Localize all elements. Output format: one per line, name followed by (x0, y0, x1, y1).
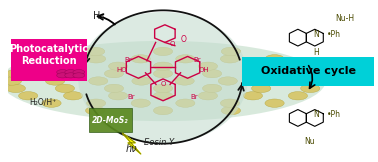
Circle shape (64, 62, 83, 70)
Circle shape (57, 70, 68, 75)
Ellipse shape (78, 12, 248, 144)
Circle shape (221, 47, 240, 56)
Circle shape (265, 55, 284, 63)
Circle shape (301, 69, 320, 78)
Circle shape (221, 106, 240, 115)
Text: Nu-H: Nu-H (336, 14, 355, 23)
Circle shape (261, 77, 280, 85)
Circle shape (203, 69, 222, 78)
Text: hν: hν (126, 144, 138, 154)
FancyBboxPatch shape (11, 39, 87, 81)
FancyBboxPatch shape (89, 108, 132, 132)
Text: N: N (314, 110, 319, 119)
Text: Br: Br (125, 57, 132, 63)
Text: Br: Br (194, 57, 201, 63)
Circle shape (45, 77, 65, 85)
Text: OH: OH (199, 67, 209, 73)
Circle shape (220, 55, 240, 63)
Circle shape (42, 99, 61, 107)
Circle shape (85, 106, 105, 115)
Circle shape (252, 69, 271, 78)
Circle shape (203, 84, 222, 93)
Circle shape (87, 99, 106, 107)
Circle shape (243, 62, 263, 70)
Circle shape (2, 77, 22, 85)
Text: Photocatalytic
Reduction: Photocatalytic Reduction (9, 44, 88, 66)
Text: Br: Br (191, 94, 198, 100)
Text: Oxidative cycle: Oxidative cycle (260, 66, 356, 76)
Text: Eosin Y: Eosin Y (144, 138, 174, 147)
Circle shape (220, 99, 240, 107)
Text: 2D-MoS₂: 2D-MoS₂ (92, 116, 129, 125)
Circle shape (176, 55, 195, 63)
Circle shape (288, 62, 307, 70)
Circle shape (87, 55, 106, 63)
Circle shape (288, 92, 307, 100)
Circle shape (153, 106, 173, 115)
Circle shape (198, 62, 218, 70)
Circle shape (89, 77, 108, 85)
Circle shape (301, 84, 320, 93)
Circle shape (176, 99, 195, 107)
FancyBboxPatch shape (242, 57, 373, 86)
Text: Nu: Nu (304, 137, 315, 146)
Circle shape (104, 69, 124, 78)
Polygon shape (122, 133, 141, 154)
Circle shape (265, 99, 284, 107)
Circle shape (131, 55, 150, 63)
Circle shape (252, 84, 271, 93)
Text: Br: Br (128, 94, 135, 100)
Circle shape (55, 69, 74, 78)
Circle shape (19, 92, 38, 100)
Circle shape (175, 77, 194, 85)
Circle shape (305, 77, 324, 85)
Circle shape (108, 92, 128, 100)
Text: •Ph: •Ph (327, 110, 341, 119)
Circle shape (19, 62, 38, 70)
Circle shape (65, 73, 77, 78)
Circle shape (153, 84, 173, 93)
Ellipse shape (0, 41, 325, 121)
Circle shape (85, 47, 105, 56)
Circle shape (65, 70, 77, 75)
Text: O: O (160, 81, 166, 87)
Circle shape (153, 92, 173, 100)
Text: HO: HO (117, 67, 127, 73)
Circle shape (218, 77, 237, 85)
Circle shape (243, 92, 263, 100)
Circle shape (132, 77, 151, 85)
Circle shape (57, 73, 68, 78)
Circle shape (104, 84, 124, 93)
Circle shape (64, 92, 83, 100)
Text: N: N (314, 30, 319, 39)
Text: H₂O/H⁺: H₂O/H⁺ (29, 97, 57, 106)
Circle shape (73, 73, 85, 78)
Circle shape (153, 47, 173, 56)
Text: H: H (314, 48, 319, 57)
Circle shape (6, 69, 25, 78)
Circle shape (73, 70, 85, 75)
Circle shape (55, 84, 74, 93)
Text: O: O (180, 35, 186, 44)
Circle shape (153, 69, 173, 78)
Circle shape (153, 62, 173, 70)
Text: H₂: H₂ (93, 11, 104, 21)
Circle shape (108, 62, 128, 70)
Text: O: O (170, 41, 175, 47)
Circle shape (131, 99, 150, 107)
Circle shape (6, 84, 25, 93)
Circle shape (42, 55, 61, 63)
Circle shape (198, 92, 218, 100)
Text: •Ph: •Ph (327, 30, 341, 39)
